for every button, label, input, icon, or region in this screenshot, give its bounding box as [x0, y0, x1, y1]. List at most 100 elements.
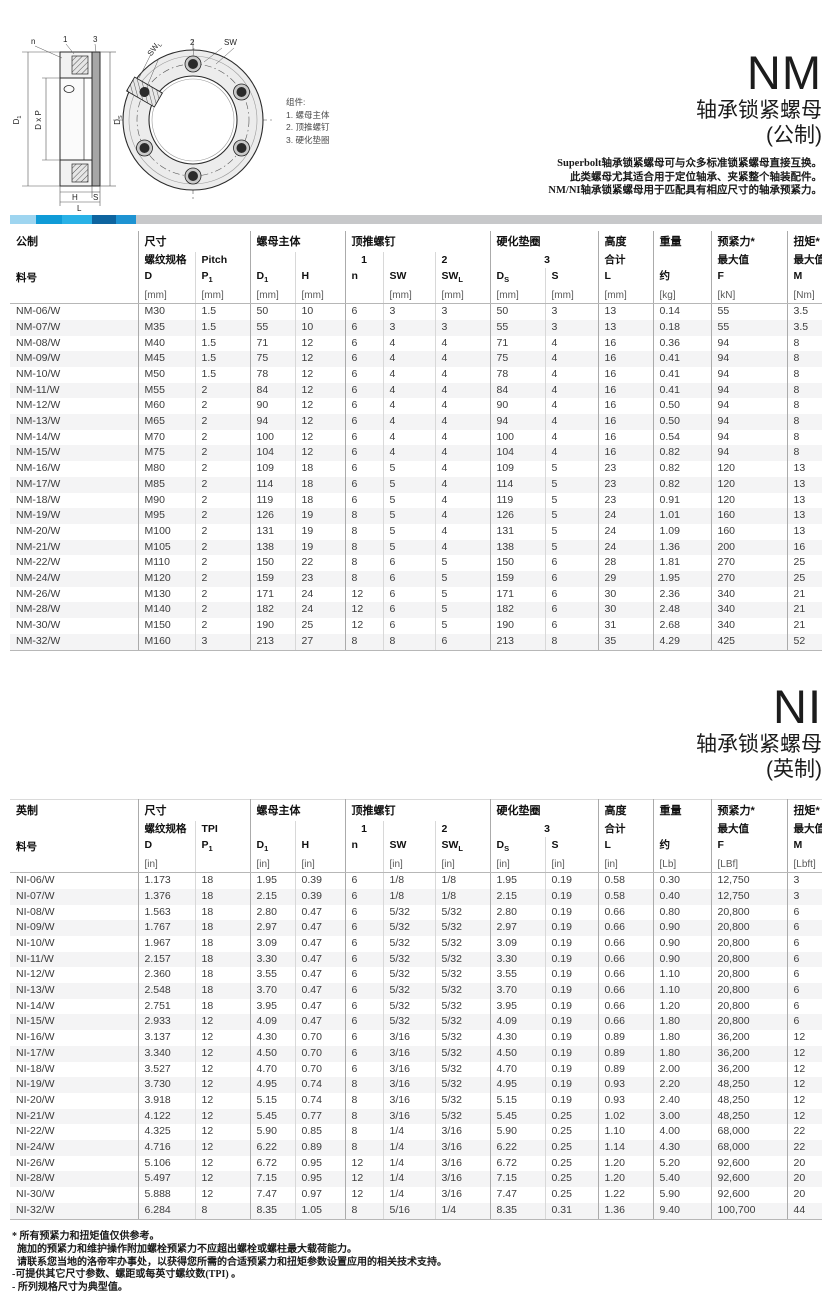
value-cell: 12 — [194, 1045, 250, 1062]
value-cell: 20,800 — [710, 951, 787, 968]
subcol-max-m: 最大值 — [786, 252, 822, 268]
value-cell: 5 — [544, 492, 598, 509]
table-row: NI-09/W 1.767 18 2.97 0.47 6 5/32 5/32 2.97 0.19 0… — [10, 920, 822, 936]
value-cell: 6 — [344, 1061, 383, 1078]
value-cell: 4 — [544, 414, 598, 430]
table-row: NI-26/W 5.106 12 6.72 0.95 12 1/4 3/16 6.72 0.25 1… — [10, 1155, 822, 1172]
value-cell: 1/8 — [434, 888, 490, 905]
value-cell: 12 — [194, 1061, 250, 1078]
nm-title: NM — [746, 46, 822, 99]
value-cell: 120 — [710, 492, 787, 509]
value-cell: 1.36 — [597, 1202, 653, 1220]
value-cell: 16 — [597, 445, 653, 462]
value-cell: 171 — [249, 586, 295, 603]
value-cell: 2 — [194, 429, 250, 446]
value-cell: 6 — [786, 904, 822, 921]
value-cell: 182 — [489, 602, 545, 619]
value-cell: 131 — [489, 523, 545, 540]
value-cell: 5/32 — [434, 967, 490, 984]
value-cell: 8 — [344, 555, 383, 572]
value-cell: 8 — [344, 1124, 383, 1141]
value-cell: 0.41 — [652, 382, 711, 399]
value-cell: 3.137 — [137, 1030, 195, 1046]
part-number-cell: NI-12/W — [16, 968, 55, 981]
table-row: NI-22/W 4.325 12 5.90 0.85 8 1/4 3/16 5.90 0.25 1.… — [10, 1124, 822, 1141]
value-cell: 6 — [382, 602, 435, 619]
value-cell: 75 — [249, 351, 295, 367]
value-cell: 21 — [786, 602, 822, 619]
value-cell: 4.50 — [249, 1045, 295, 1062]
value-cell: 1/4 — [434, 1202, 490, 1220]
value-cell: 23 — [294, 571, 345, 587]
col-group-jack-screws: 顶推螺钉 — [344, 799, 490, 821]
value-cell: 0.58 — [597, 872, 653, 889]
value-cell: 20 — [786, 1187, 822, 1203]
value-cell: 8 — [344, 539, 383, 556]
value-cell: 94 — [249, 414, 295, 430]
value-cell: 30 — [597, 586, 653, 603]
value-cell: 6 — [786, 951, 822, 968]
value-cell: 20 — [786, 1155, 822, 1172]
value-cell: 12 — [294, 398, 345, 415]
value-cell: 1.22 — [597, 1187, 653, 1203]
value-cell: 0.31 — [544, 1202, 598, 1220]
value-cell: 6 — [344, 366, 383, 383]
unit-header-row: [mm] [mm] [mm] [mm] [mm] [mm] [mm] [mm] … — [10, 288, 822, 305]
table-row: NM-30/W M150 2 190 25 12 6 5 190 6 31 2.68 340 21 — [10, 618, 822, 634]
footnote-line: 请联系您当地的洛帝牢办事处，以获得您所需的合适预紧力和扭矩参数设置应用的相关技术… — [12, 1256, 447, 1268]
value-cell: 5 — [544, 461, 598, 477]
value-cell: 84 — [489, 382, 545, 399]
value-cell: 4 — [434, 508, 490, 524]
value-cell: 190 — [249, 618, 295, 634]
value-cell: 270 — [710, 571, 787, 587]
table-row: NM-08/W M40 1.5 71 12 6 4 4 71 4 16 0.36 94 8 — [10, 335, 822, 352]
value-cell: 18 — [294, 476, 345, 493]
table-corner-label: 公制 — [16, 236, 38, 248]
value-cell: 109 — [489, 461, 545, 477]
value-cell: 6 — [786, 998, 822, 1015]
value-cell: 20,800 — [710, 1014, 787, 1031]
value-cell: 3 — [194, 633, 250, 651]
value-cell: M50 — [137, 366, 195, 383]
table-row: NI-20/W 3.918 12 5.15 0.74 8 3/16 5/32 5.15 0.19 0… — [10, 1092, 822, 1109]
value-cell: 0.50 — [652, 398, 711, 415]
metric-table-body: NM-06/W M30 1.5 50 10 6 3 3 50 3 13 0.14 55 3.5 NM-07/… — [10, 303, 822, 651]
col-P1: P1 — [194, 837, 250, 858]
value-cell: 18 — [194, 920, 250, 936]
value-cell: 20,800 — [710, 904, 787, 921]
value-cell: 0.19 — [544, 1061, 598, 1078]
value-cell: 44 — [786, 1202, 822, 1220]
technical-drawing: n 1 3 D1 D x P DS H S L — [12, 35, 272, 213]
subcol-max-f: 最大值 — [710, 252, 787, 268]
value-cell: 10 — [294, 319, 345, 336]
col-M: M — [786, 268, 822, 289]
value-cell: 8 — [194, 1202, 250, 1220]
value-cell: 3/16 — [382, 1061, 435, 1078]
value-cell: 5 — [382, 492, 435, 509]
value-cell: 94 — [710, 382, 787, 399]
value-cell: 3.70 — [489, 983, 545, 999]
value-cell: 94 — [489, 414, 545, 430]
value-cell: 6 — [344, 920, 383, 936]
part-number-cell: NI-32/W — [10, 1202, 138, 1220]
table-row: NM-22/W M110 2 150 22 8 6 5 150 6 28 1.81 270 25 — [10, 555, 822, 572]
part-number-cell: NI-26/W — [16, 1156, 55, 1169]
bar-gray-fill — [136, 215, 822, 224]
table-row: NM-32/W M160 3 213 27 8 8 6 213 8 35 4.29 425 52 — [10, 633, 822, 651]
value-cell: 5.90 — [652, 1187, 711, 1203]
value-cell: 18 — [194, 872, 250, 889]
value-cell: 131 — [249, 523, 295, 540]
value-cell: 48,250 — [710, 1108, 787, 1125]
nm-variant: (公制) — [766, 124, 822, 147]
subcol-thread: 螺纹规格 — [137, 821, 195, 837]
value-cell: 0.41 — [652, 366, 711, 383]
value-cell: 5/32 — [382, 967, 435, 984]
value-cell: 6.284 — [137, 1202, 195, 1220]
value-cell: 4 — [382, 351, 435, 367]
value-cell: 5/32 — [382, 904, 435, 921]
part-number-cell: NM-12/W — [16, 399, 61, 412]
value-cell: 126 — [489, 508, 545, 524]
value-cell: 2.97 — [249, 920, 295, 936]
value-cell: 24 — [294, 602, 345, 619]
value-cell: 6 — [344, 998, 383, 1015]
